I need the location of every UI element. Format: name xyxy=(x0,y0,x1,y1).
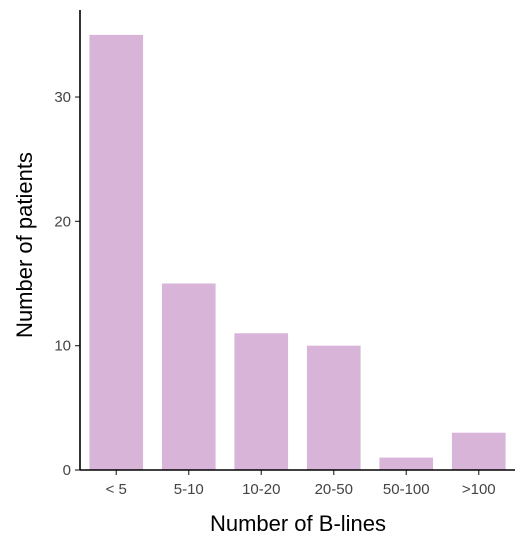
x-tick-label: 10-20 xyxy=(242,481,280,498)
bar xyxy=(161,283,216,470)
y-tick-label: 20 xyxy=(54,213,71,230)
y-tick-label: 10 xyxy=(54,338,71,355)
x-tick-label: 5-10 xyxy=(174,481,204,498)
x-tick-label: 20-50 xyxy=(315,481,353,498)
x-axis-title: Number of B-lines xyxy=(210,511,386,536)
bar xyxy=(306,345,361,470)
y-axis-ticks: 0 10 20 30 xyxy=(54,89,80,479)
bar xyxy=(89,34,144,470)
x-tick-label: >100 xyxy=(462,481,496,498)
y-tick-label: 0 xyxy=(63,462,71,479)
bar xyxy=(379,457,434,470)
x-tick-label: < 5 xyxy=(106,481,127,498)
y-tick-label: 30 xyxy=(54,89,71,106)
x-axis-ticks: < 5 5-10 10-20 20-50 50-100 >100 xyxy=(106,470,496,498)
bar xyxy=(451,432,506,470)
bars-group xyxy=(89,34,506,470)
y-axis-title: Number of patients xyxy=(12,152,37,338)
x-tick-label: 50-100 xyxy=(383,481,430,498)
bar xyxy=(234,333,289,470)
